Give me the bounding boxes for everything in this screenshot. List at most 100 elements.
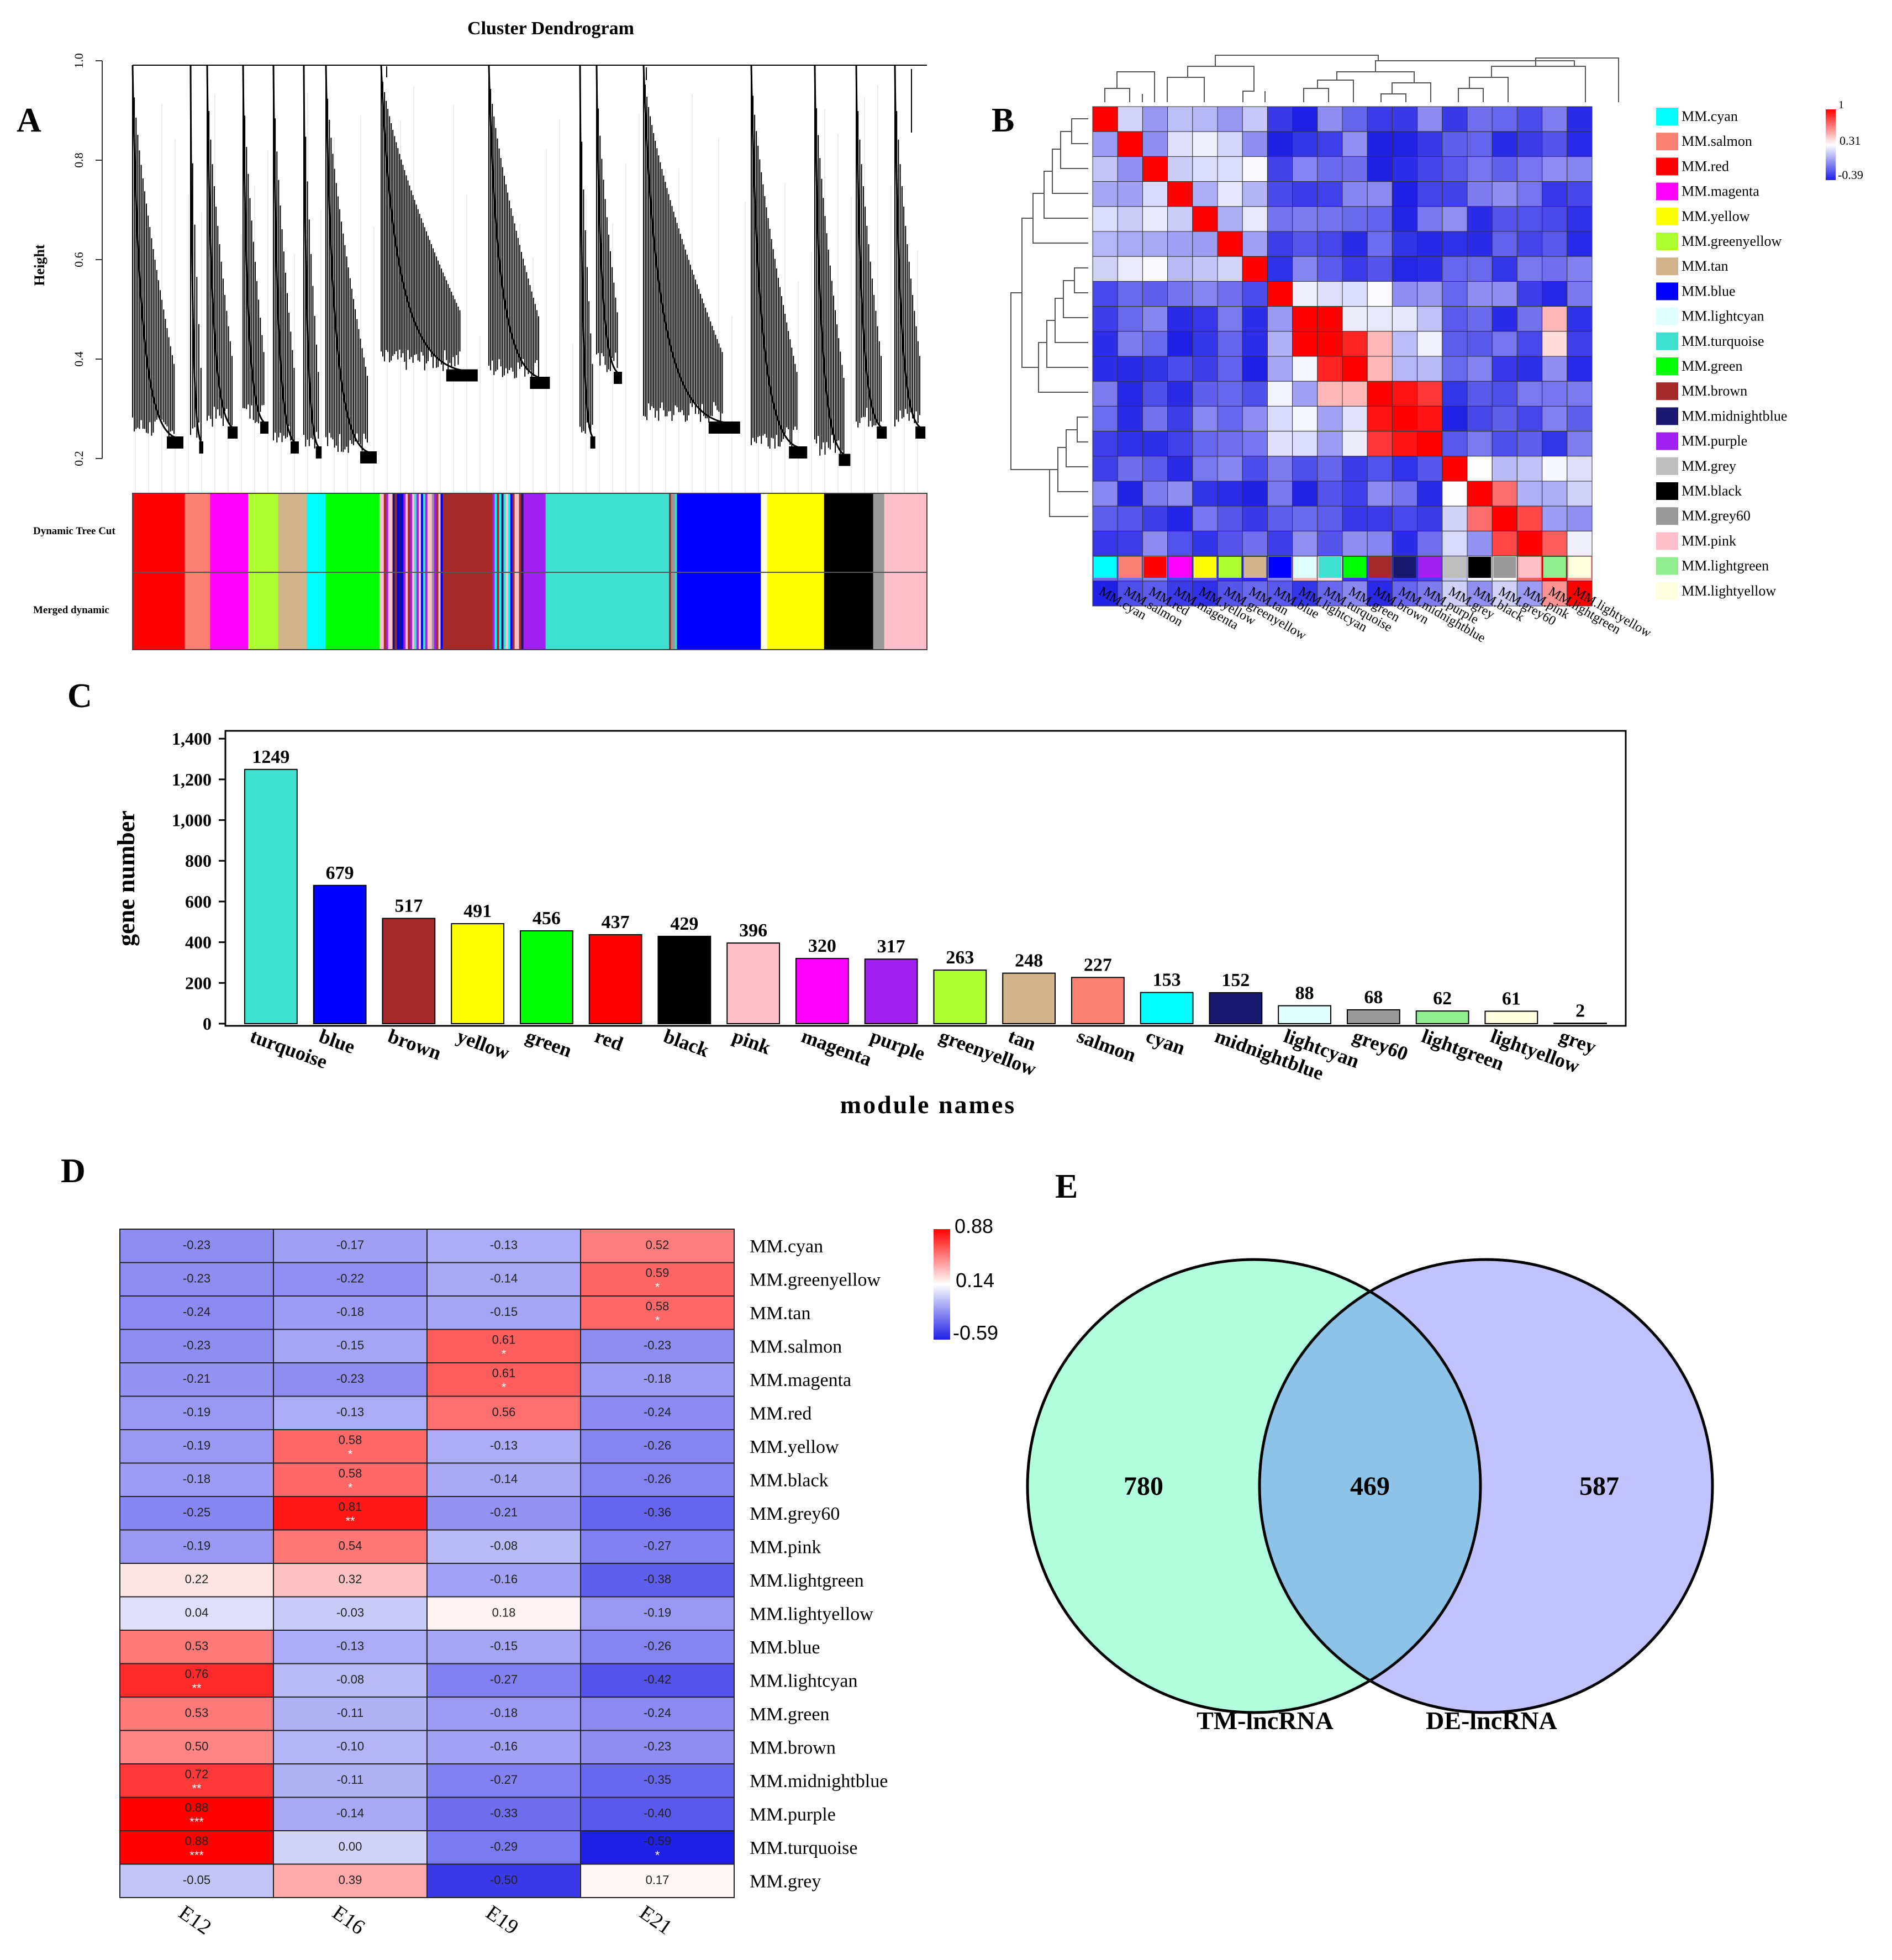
trait-correlation-value: 0.61 (492, 1333, 516, 1347)
module-correlation-cell (1092, 505, 1118, 531)
module-correlation-cell (1467, 530, 1493, 557)
module-correlation-cell (1292, 431, 1318, 457)
module-correlation-cell (1317, 456, 1343, 482)
module-correlation-cell (1516, 131, 1543, 157)
trait-significance-stars: *** (189, 1815, 204, 1829)
module-correlation-cell (1117, 306, 1143, 332)
dendrogram-branch (1046, 320, 1088, 368)
bar-category-label: salmon (1074, 1025, 1139, 1066)
module-strip-segment (388, 493, 391, 650)
module-correlation-cell (1417, 231, 1443, 257)
module-correlation-cell (1192, 231, 1218, 257)
trait-correlation-cell (119, 1796, 274, 1831)
module-correlation-cell (1167, 206, 1193, 232)
trait-row-label: MM.black (750, 1471, 829, 1491)
module-correlation-cell (1542, 530, 1568, 557)
dendrogram-cluster-curve (325, 65, 376, 455)
bar-pink (726, 942, 781, 1024)
module-correlation-cell (1417, 131, 1443, 157)
trait-correlation-value: -0.13 (336, 1639, 364, 1653)
module-color-swatch (1656, 432, 1678, 450)
module-correlation-cell (1542, 106, 1568, 132)
module-color-swatch (1656, 157, 1678, 176)
bar-category-label: green (523, 1025, 575, 1062)
dendrogram-leaf-block (446, 369, 478, 382)
module-color-swatch (1168, 557, 1192, 578)
trait-row-label: MM.magenta (750, 1370, 851, 1390)
module-correlation-cell (1542, 231, 1568, 257)
trait-correlation-value: 0.58 (339, 1467, 362, 1480)
module-color-swatch (1656, 407, 1678, 425)
module-correlation-cell (1142, 306, 1168, 332)
trait-correlation-value: 0.53 (185, 1706, 209, 1720)
module-correlation-cell (1567, 530, 1593, 557)
trait-correlation-value: 0.17 (646, 1873, 670, 1887)
trait-row-label: MM.pink (750, 1537, 821, 1558)
module-correlation-scale-mid: 0.31 (1840, 134, 1861, 147)
module-correlation-cell (1217, 106, 1243, 132)
dendrogram-title: Cluster Dendrogram (467, 18, 634, 39)
merged-dynamic-label: Merged dynamic (33, 604, 109, 616)
bar-greenyellow (933, 970, 987, 1024)
module-correlation-cell (1492, 530, 1517, 557)
module-correlation-cell (1192, 306, 1218, 332)
trait-correlation-cell (580, 1863, 735, 1898)
bar-xlabel: module names (840, 1090, 1016, 1119)
module-color-swatch (1656, 307, 1678, 325)
module-correlation-cell (1542, 156, 1568, 182)
module-correlation-cell (1417, 206, 1443, 232)
bar-category-label: purple (867, 1025, 928, 1065)
dendrogram-branch (1066, 429, 1088, 467)
module-correlation-cell (1542, 431, 1568, 457)
panel-a-label: A (17, 102, 41, 139)
module-correlation-cell (1516, 356, 1543, 382)
trait-correlation-value: -0.21 (183, 1372, 210, 1385)
module-correlation-cell (1192, 356, 1218, 382)
module-correlation-cell (1217, 505, 1243, 531)
dendrogram-tick-label: 1.0 (72, 53, 86, 69)
module-correlation-cell (1192, 131, 1218, 157)
trait-row-label: MM.turquoise (750, 1838, 858, 1858)
module-strip-segment (494, 493, 497, 650)
trait-correlation-value: -0.15 (336, 1339, 364, 1352)
bar-value-label: 2 (1575, 1000, 1585, 1021)
trait-correlation-value: 0.58 (646, 1299, 670, 1313)
module-correlation-cell (1467, 481, 1493, 507)
module-color-swatch (1318, 557, 1341, 578)
module-strip-segment (503, 493, 506, 650)
dendrogram-branch (1071, 118, 1088, 144)
dendrogram-leaf-block (167, 436, 183, 449)
bar-value-labels: 1249 679 517 491 456 437 429 396 320 317 263 248 227… (252, 747, 1585, 1021)
trait-correlation-cell (273, 1696, 428, 1731)
module-correlation-heatmap (1092, 106, 1593, 607)
module-correlation-cell (1292, 181, 1318, 207)
trait-correlation-cell (580, 1362, 735, 1397)
module-correlation-cell (1267, 581, 1293, 607)
module-row-label: MM.turquoise (1682, 333, 1764, 349)
module-correlation-cell (1317, 231, 1343, 257)
trait-correlation-cell (119, 1663, 274, 1698)
bar-yellow (451, 923, 505, 1025)
dendrogram-ticks: 0.2 0.4 0.6 0.8 1.0 (72, 53, 102, 466)
module-correlation-cell (1442, 431, 1468, 457)
trait-correlation-cell (580, 1596, 735, 1631)
module-strip-segment (379, 493, 382, 650)
module-correlation-cell (1567, 231, 1593, 257)
module-correlation-cell (1516, 306, 1543, 332)
module-color-swatch (1393, 557, 1416, 578)
trait-correlation-cell (580, 1529, 735, 1564)
module-row-label: MM.red (1682, 158, 1729, 174)
dendrogram-branch (1049, 469, 1088, 517)
module-correlation-scale-max: 1 (1838, 99, 1844, 111)
module-correlation-cell (1267, 131, 1293, 157)
module-correlation-cell (1342, 206, 1368, 232)
bar-value-label: 88 (1295, 983, 1314, 1004)
module-correlation-cell (1192, 156, 1218, 182)
module-correlation-cell (1367, 206, 1393, 232)
module-correlation-cell (1417, 181, 1443, 207)
module-strip-segment (414, 493, 417, 650)
bar-brown (382, 918, 436, 1025)
module-correlation-cell (1367, 106, 1393, 132)
trait-correlation-cell (119, 1696, 274, 1731)
trait-correlation-value: -0.11 (337, 1706, 364, 1720)
